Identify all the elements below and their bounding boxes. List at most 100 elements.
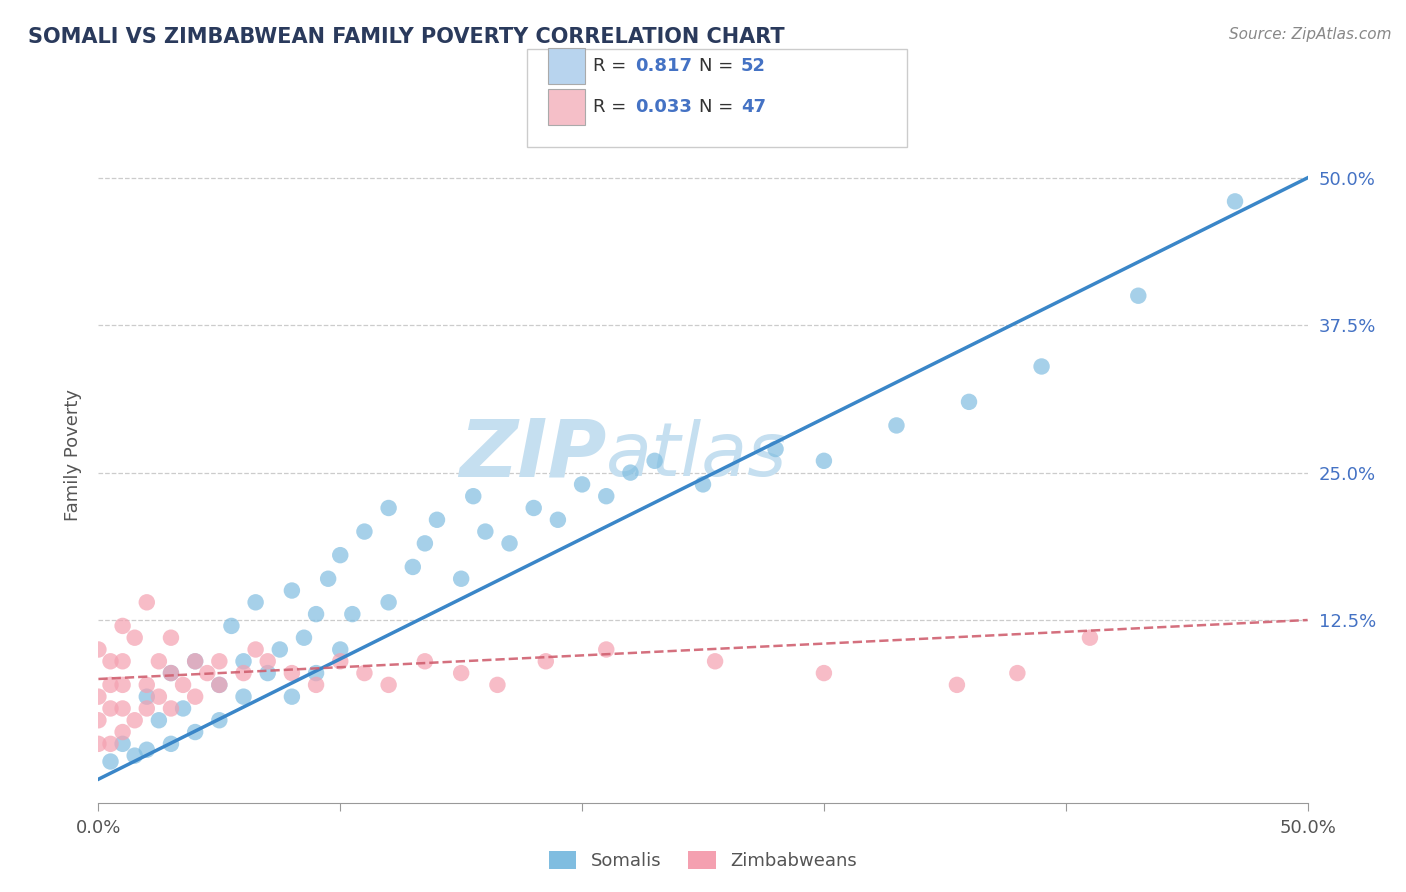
Point	[100, 678, 122, 692]
Point	[195, 666, 218, 681]
Point	[498, 536, 520, 550]
Point	[135, 701, 157, 715]
Point	[160, 666, 183, 681]
Point	[402, 560, 425, 574]
Point	[87, 642, 110, 657]
Point	[534, 654, 557, 668]
Point	[100, 755, 122, 769]
Point	[450, 572, 472, 586]
Text: R =: R =	[593, 98, 633, 116]
Point	[111, 701, 134, 715]
Point	[111, 725, 134, 739]
Point	[1007, 666, 1029, 681]
Text: N =: N =	[699, 98, 738, 116]
Point	[148, 713, 170, 727]
Point	[135, 743, 157, 757]
Point	[413, 654, 436, 668]
Point	[329, 642, 352, 657]
Point	[256, 654, 278, 668]
Point	[450, 666, 472, 681]
Point	[100, 654, 122, 668]
Point	[184, 725, 207, 739]
Point	[281, 690, 304, 704]
Point	[281, 666, 304, 681]
Point	[172, 678, 194, 692]
Text: SOMALI VS ZIMBABWEAN FAMILY POVERTY CORRELATION CHART: SOMALI VS ZIMBABWEAN FAMILY POVERTY CORR…	[28, 27, 785, 46]
Point	[232, 666, 254, 681]
Point	[377, 678, 399, 692]
Text: N =: N =	[699, 57, 738, 75]
Point	[886, 418, 908, 433]
Point	[232, 690, 254, 704]
Point	[111, 678, 134, 692]
Point	[813, 666, 835, 681]
Point	[474, 524, 496, 539]
Point	[305, 666, 328, 681]
Point	[208, 678, 231, 692]
Point	[305, 678, 328, 692]
Point	[595, 642, 617, 657]
Point	[148, 654, 170, 668]
Point	[463, 489, 485, 503]
Point	[160, 666, 183, 681]
Point	[377, 500, 399, 515]
Point	[281, 583, 304, 598]
Point	[704, 654, 727, 668]
Point	[353, 666, 375, 681]
Point	[1128, 289, 1150, 303]
Point	[692, 477, 714, 491]
Point	[111, 654, 134, 668]
Point	[208, 678, 231, 692]
Point	[305, 607, 328, 621]
Point	[329, 654, 352, 668]
Point	[426, 513, 449, 527]
Point	[184, 654, 207, 668]
Point	[571, 477, 593, 491]
Point	[957, 395, 980, 409]
Point	[813, 454, 835, 468]
Point	[245, 595, 267, 609]
Point	[292, 631, 315, 645]
Point	[946, 678, 969, 692]
Text: 0.033: 0.033	[636, 98, 692, 116]
Point	[256, 666, 278, 681]
Point	[523, 500, 546, 515]
Point	[111, 619, 134, 633]
Point	[1223, 194, 1246, 209]
Text: ZIP: ZIP	[458, 416, 606, 494]
Point	[135, 678, 157, 692]
Point	[1031, 359, 1053, 374]
Point	[377, 595, 399, 609]
Point	[221, 619, 243, 633]
Text: 52: 52	[741, 57, 766, 75]
Point	[124, 748, 146, 763]
Point	[87, 690, 110, 704]
Point	[87, 713, 110, 727]
Point	[765, 442, 787, 456]
Text: atlas: atlas	[606, 419, 787, 491]
Point	[184, 654, 207, 668]
Point	[148, 690, 170, 704]
Point	[124, 713, 146, 727]
Legend: Somalis, Zimbabweans: Somalis, Zimbabweans	[543, 844, 863, 877]
Text: 0.817: 0.817	[636, 57, 693, 75]
Point	[245, 642, 267, 657]
Text: 47: 47	[741, 98, 766, 116]
Point	[269, 642, 291, 657]
Point	[87, 737, 110, 751]
Point	[100, 737, 122, 751]
Point	[208, 654, 231, 668]
Point	[329, 548, 352, 562]
Point	[208, 713, 231, 727]
Point	[124, 631, 146, 645]
Point	[595, 489, 617, 503]
Point	[160, 737, 183, 751]
Text: Source: ZipAtlas.com: Source: ZipAtlas.com	[1229, 27, 1392, 42]
Point	[172, 701, 194, 715]
Point	[353, 524, 375, 539]
Point	[160, 701, 183, 715]
Point	[184, 690, 207, 704]
Point	[316, 572, 339, 586]
Point	[111, 737, 134, 751]
Point	[413, 536, 436, 550]
